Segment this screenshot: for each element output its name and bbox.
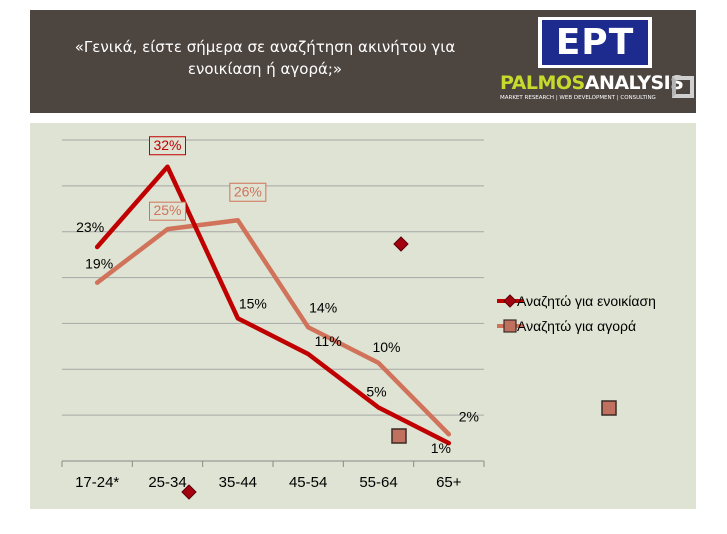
legend-square-icon xyxy=(503,319,517,333)
legend-item-buy: Αναζητώ για αγορά xyxy=(497,318,636,334)
series-line-rent xyxy=(94,164,452,446)
palmos-logo-name: PALMOSANALYSIS xyxy=(500,72,684,94)
legend-label: Αναζητώ για αγορά xyxy=(517,318,636,334)
legend-item-rent: Αναζητώ για ενοικίαση xyxy=(497,293,656,309)
data-label: 32% xyxy=(153,137,181,153)
x-tick-label: 25-34 xyxy=(148,474,186,491)
separator xyxy=(30,113,696,123)
data-label: 26% xyxy=(234,183,262,199)
stray-diamond-marker xyxy=(181,484,197,500)
data-label: 10% xyxy=(372,339,400,355)
data-label: 23% xyxy=(76,219,104,235)
data-label-box xyxy=(229,182,267,202)
ert-logo-text: ΕΡΤ xyxy=(542,20,648,65)
palmos-analysis-logo: PALMOSANALYSIS MARKET RESEARCH | WEB DEV… xyxy=(500,72,684,104)
legend-diamond-icon xyxy=(503,294,517,308)
legend-label: Αναζητώ για ενοικίαση xyxy=(517,293,656,309)
x-tick-label: 45-54 xyxy=(289,474,327,491)
ert-logo: ΕΡΤ xyxy=(538,17,652,68)
data-label: 25% xyxy=(153,202,181,218)
data-label-box xyxy=(149,201,186,221)
palmos-square-icon xyxy=(672,76,694,98)
chart-background xyxy=(30,123,696,509)
stray-square-marker xyxy=(391,428,407,444)
data-label: 15% xyxy=(239,295,267,311)
palmos-logo-part2: ANALYSIS xyxy=(584,72,684,94)
x-tick-label: 17-24* xyxy=(75,474,119,491)
palmos-logo-part1: PALMOS xyxy=(500,72,585,94)
stray-square-marker xyxy=(601,400,617,416)
title-line-1: «Γενικά, είστε σήμερα σε αναζήτηση ακινή… xyxy=(74,38,456,56)
data-label-box xyxy=(149,136,186,156)
data-label: 2% xyxy=(459,408,479,424)
palmos-logo-tagline: MARKET RESEARCH | WEB DEVELOPMENT | CONS… xyxy=(500,95,656,101)
series-line-buy xyxy=(94,218,452,437)
data-label: 5% xyxy=(366,384,386,400)
data-label: 19% xyxy=(85,256,113,272)
x-tick-label: 65+ xyxy=(436,474,462,491)
stray-diamond-marker xyxy=(393,236,409,252)
x-tick-label: 55-64 xyxy=(359,474,397,491)
data-label: 14% xyxy=(309,299,337,315)
title-line-2: ενοικίαση ή αγορά;» xyxy=(187,60,343,78)
header-banner: «Γενικά, είστε σήμερα σε αναζήτηση ακινή… xyxy=(30,10,696,113)
page-title: «Γενικά, είστε σήμερα σε αναζήτηση ακινή… xyxy=(30,36,500,80)
data-label: 1% xyxy=(431,440,451,456)
data-label: 11% xyxy=(315,333,342,349)
x-tick-label: 35-44 xyxy=(219,474,257,491)
